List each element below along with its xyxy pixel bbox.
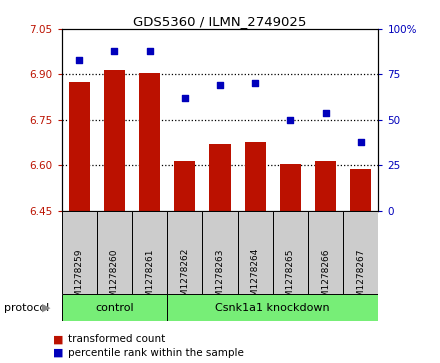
Point [76,57,83,63]
Bar [273,211,308,294]
Bar [202,211,238,294]
Bar [167,294,378,321]
Text: protocol: protocol [4,303,50,313]
Bar [97,211,132,294]
Bar [209,144,231,211]
Point [322,110,329,115]
Title: GDS5360 / ILMN_2749025: GDS5360 / ILMN_2749025 [133,15,307,28]
Bar [62,211,97,294]
Bar [62,294,167,321]
Text: GSM1278265: GSM1278265 [286,248,295,309]
Text: GSM1278260: GSM1278260 [110,248,119,309]
Text: GSM1278264: GSM1278264 [251,248,260,309]
Text: GSM1278262: GSM1278262 [180,248,189,309]
Text: GSM1278263: GSM1278263 [216,248,224,309]
Text: ▶: ▶ [42,303,50,313]
Text: control: control [95,303,134,313]
Bar [350,169,371,211]
Bar [343,211,378,294]
Point [181,95,188,101]
Bar [245,143,266,211]
Text: GSM1278259: GSM1278259 [75,248,84,309]
Bar [167,211,202,294]
Bar [174,161,195,211]
Bar [308,211,343,294]
Point [111,48,118,54]
Point [252,81,259,86]
Bar [69,82,90,211]
Text: GSM1278261: GSM1278261 [145,248,154,309]
Bar [104,70,125,211]
Bar [280,164,301,211]
Text: percentile rank within the sample: percentile rank within the sample [68,348,244,358]
Bar [315,161,336,211]
Text: ■: ■ [53,348,63,358]
Point [357,139,364,144]
Bar [238,211,273,294]
Point [287,117,294,123]
Bar [139,73,160,211]
Point [216,82,224,88]
Text: transformed count: transformed count [68,334,165,344]
Text: ■: ■ [53,334,63,344]
Bar [132,211,167,294]
Point [146,48,153,54]
Text: Csnk1a1 knockdown: Csnk1a1 knockdown [216,303,330,313]
Text: GSM1278266: GSM1278266 [321,248,330,309]
Text: GSM1278267: GSM1278267 [356,248,365,309]
